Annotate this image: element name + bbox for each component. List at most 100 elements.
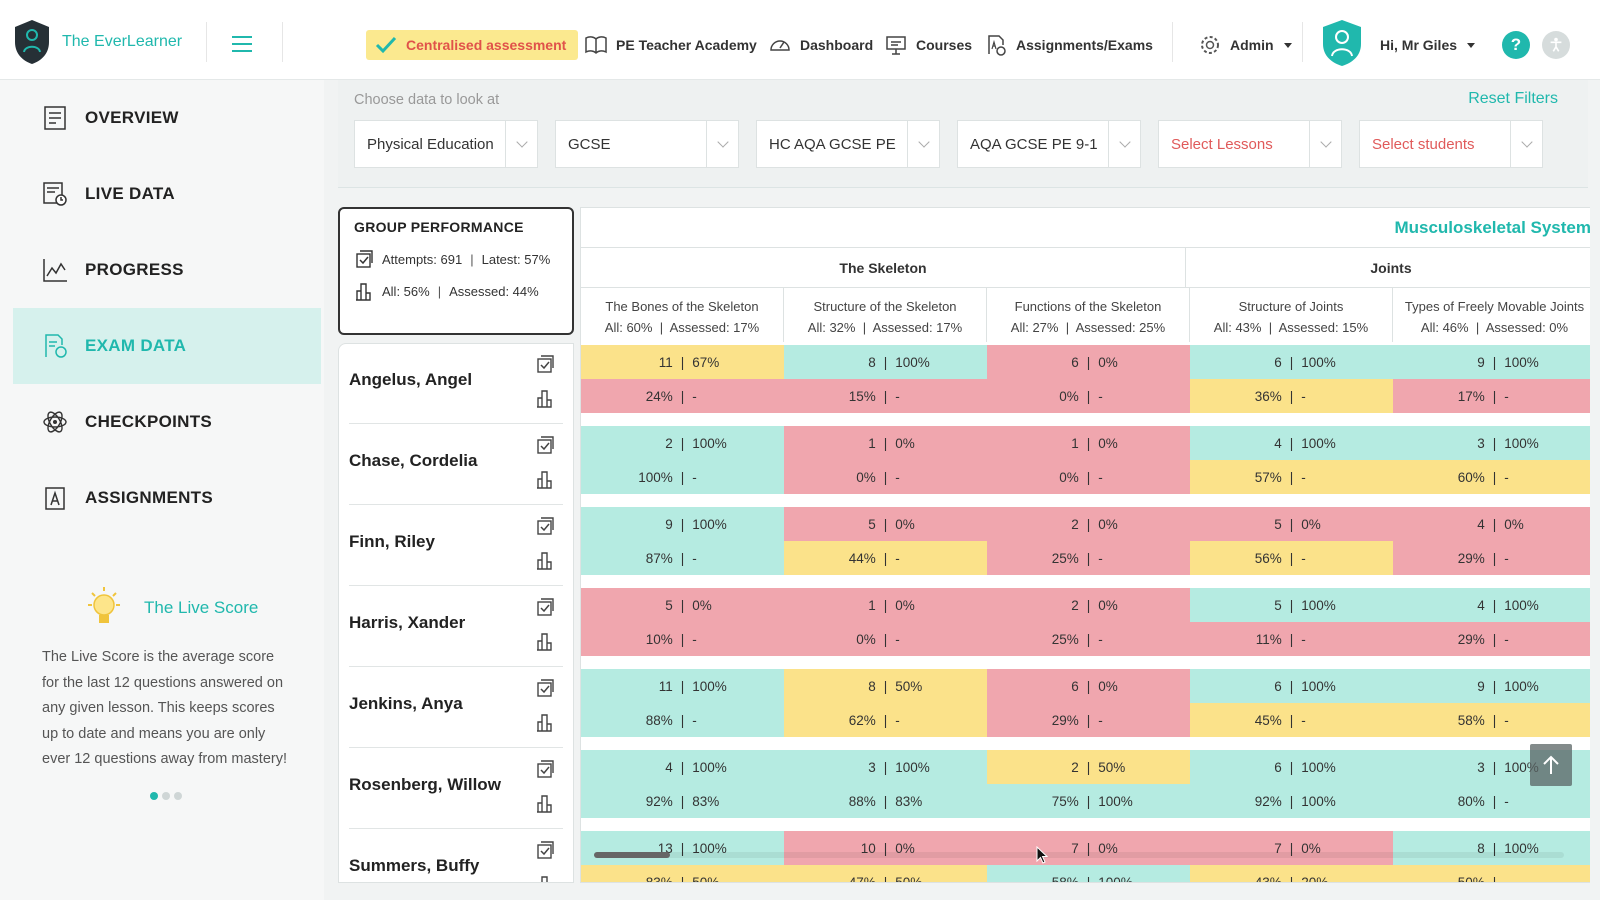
reset-filters-link[interactable]: Reset Filters: [1468, 90, 1558, 107]
sidebar-item-live-data[interactable]: LIVE DATA: [13, 156, 321, 232]
nav-dashboard[interactable]: Dashboard: [768, 30, 873, 60]
sidebar-item-checkpoints[interactable]: CHECKPOINTS: [13, 384, 321, 460]
help-icon[interactable]: ?: [1502, 31, 1530, 59]
filter-select[interactable]: Select students: [1359, 120, 1543, 168]
score-cell[interactable]: 92% | 83%: [581, 784, 784, 818]
student-name[interactable]: Angelus, Angel: [349, 370, 473, 389]
attempts-cell[interactable]: 5 | 0%: [1190, 507, 1393, 541]
nav-centralised-assessment[interactable]: Centralised assessment: [366, 30, 579, 60]
attempts-cell[interactable]: 2 | 100%: [581, 426, 784, 460]
lesson-header[interactable]: Functions of the Skeleton All: 27% | Asse…: [987, 288, 1190, 342]
attempts-cell[interactable]: 7 | 0%: [1190, 831, 1393, 865]
student-name[interactable]: Harris, Xander: [349, 613, 466, 632]
carousel-dot[interactable]: [150, 792, 158, 800]
score-cell[interactable]: 0% | -: [784, 460, 987, 494]
score-cell[interactable]: 11% | -: [1190, 622, 1393, 656]
sidebar-item-progress[interactable]: PROGRESS: [13, 232, 321, 308]
score-cell[interactable]: 36% | -: [1190, 379, 1393, 413]
attempts-cell[interactable]: 7 | 0%: [987, 831, 1190, 865]
sidebar-item-exam-data[interactable]: EXAM DATA: [13, 308, 321, 384]
score-cell[interactable]: 100% | -: [581, 460, 784, 494]
score-cell[interactable]: 0% | -: [987, 460, 1190, 494]
attempts-cell[interactable]: 4 | 100%: [581, 750, 784, 784]
score-cell[interactable]: 80% | -: [1393, 784, 1590, 818]
attempts-cell[interactable]: 13 | 100%: [581, 831, 784, 865]
score-cell[interactable]: 44% | -: [784, 541, 987, 575]
attempts-cell[interactable]: 6 | 100%: [1190, 750, 1393, 784]
score-cell[interactable]: 29% | -: [1393, 541, 1590, 575]
filter-select[interactable]: Physical Education: [354, 120, 538, 168]
score-cell[interactable]: 24% | -: [581, 379, 784, 413]
sidebar-item-overview[interactable]: OVERVIEW: [13, 80, 321, 156]
filter-select[interactable]: Select Lessons: [1158, 120, 1342, 168]
filter-select[interactable]: HC AQA GCSE PE: [756, 120, 940, 168]
attempts-cell[interactable]: 2 | 0%: [987, 588, 1190, 622]
filter-select[interactable]: AQA GCSE PE 9-1: [957, 120, 1141, 168]
attempts-cell[interactable]: 10 | 0%: [784, 831, 987, 865]
nav-assignments-exams[interactable]: Assignments/Exams: [984, 30, 1153, 60]
user-avatar-shield-icon[interactable]: [1320, 18, 1364, 68]
attempts-cell[interactable]: 4 | 100%: [1190, 426, 1393, 460]
lesson-header[interactable]: Types of Freely Movable Joints All: 46% |…: [1393, 288, 1590, 342]
score-cell[interactable]: 50% | -: [1393, 865, 1590, 882]
score-cell[interactable]: 62% | -: [784, 703, 987, 737]
score-cell[interactable]: 25% | -: [987, 541, 1190, 575]
score-cell[interactable]: 0% | -: [784, 622, 987, 656]
scrollbar-thumb[interactable]: [594, 852, 670, 858]
attempts-cell[interactable]: 8 | 100%: [1393, 831, 1590, 865]
attempts-cell[interactable]: 3 | 100%: [1393, 426, 1590, 460]
filter-select[interactable]: GCSE: [555, 120, 739, 168]
attempts-cell[interactable]: 11 | 67%: [581, 345, 784, 379]
carousel-dots[interactable]: [150, 792, 182, 800]
user-menu[interactable]: Hi, Mr Giles: [1380, 30, 1476, 60]
chevron-down-icon[interactable]: [1108, 121, 1140, 167]
score-cell[interactable]: 87% | -: [581, 541, 784, 575]
horizontal-scrollbar[interactable]: [594, 852, 1564, 858]
sidebar-item-assignments[interactable]: ASSIGNMENTS: [13, 460, 321, 536]
student-row[interactable]: Chase, Cordelia: [339, 425, 573, 505]
student-name[interactable]: Rosenberg, Willow: [349, 775, 501, 794]
student-row[interactable]: Angelus, Angel: [339, 344, 573, 424]
score-cell[interactable]: 25% | -: [987, 622, 1190, 656]
attempts-cell[interactable]: 4 | 100%: [1393, 588, 1590, 622]
chevron-down-icon[interactable]: [1510, 121, 1542, 167]
chevron-down-icon[interactable]: [505, 121, 537, 167]
attempts-cell[interactable]: 2 | 0%: [987, 507, 1190, 541]
attempts-cell[interactable]: 1 | 0%: [784, 588, 987, 622]
score-cell[interactable]: 17% | -: [1393, 379, 1590, 413]
score-cell[interactable]: 83% | 50%: [581, 865, 784, 882]
attempts-cell[interactable]: 11 | 100%: [581, 669, 784, 703]
score-cell[interactable]: 57% | -: [1190, 460, 1393, 494]
attempts-cell[interactable]: 4 | 0%: [1393, 507, 1590, 541]
nav-admin[interactable]: Admin: [1198, 30, 1292, 60]
attempts-cell[interactable]: 6 | 0%: [987, 345, 1190, 379]
carousel-dot[interactable]: [174, 792, 182, 800]
attempts-cell[interactable]: 8 | 50%: [784, 669, 987, 703]
attempts-cell[interactable]: 9 | 100%: [1393, 345, 1590, 379]
student-name[interactable]: Jenkins, Anya: [349, 694, 463, 713]
attempts-cell[interactable]: 1 | 0%: [987, 426, 1190, 460]
score-cell[interactable]: 43% | 20%: [1190, 865, 1393, 882]
student-row[interactable]: Finn, Riley: [339, 506, 573, 586]
carousel-dot[interactable]: [162, 792, 170, 800]
nav-pe-teacher-academy[interactable]: PE Teacher Academy: [584, 30, 757, 60]
score-cell[interactable]: 47% | 50%: [784, 865, 987, 882]
attempts-cell[interactable]: 9 | 100%: [1393, 669, 1590, 703]
lesson-header[interactable]: Structure of the Skeleton All: 32% | Asse…: [784, 288, 987, 342]
lesson-header[interactable]: The Bones of the Skeleton All: 60% | Asse…: [581, 288, 784, 342]
chevron-down-icon[interactable]: [907, 121, 939, 167]
attempts-cell[interactable]: 6 | 100%: [1190, 669, 1393, 703]
chevron-down-icon[interactable]: [706, 121, 738, 167]
student-row[interactable]: Summers, Buffy: [339, 830, 573, 882]
score-cell[interactable]: 92% | 100%: [1190, 784, 1393, 818]
score-cell[interactable]: 0% | -: [987, 379, 1190, 413]
score-cell[interactable]: 88% | -: [581, 703, 784, 737]
student-name[interactable]: Chase, Cordelia: [349, 451, 478, 470]
attempts-cell[interactable]: 3 | 100%: [784, 750, 987, 784]
chevron-down-icon[interactable]: [1309, 121, 1341, 167]
student-name[interactable]: Finn, Riley: [349, 532, 435, 551]
accessibility-icon[interactable]: [1542, 31, 1570, 59]
score-cell[interactable]: 58% | -: [1393, 703, 1590, 737]
attempts-cell[interactable]: 1 | 0%: [784, 426, 987, 460]
score-cell[interactable]: 58% | 100%: [987, 865, 1190, 882]
